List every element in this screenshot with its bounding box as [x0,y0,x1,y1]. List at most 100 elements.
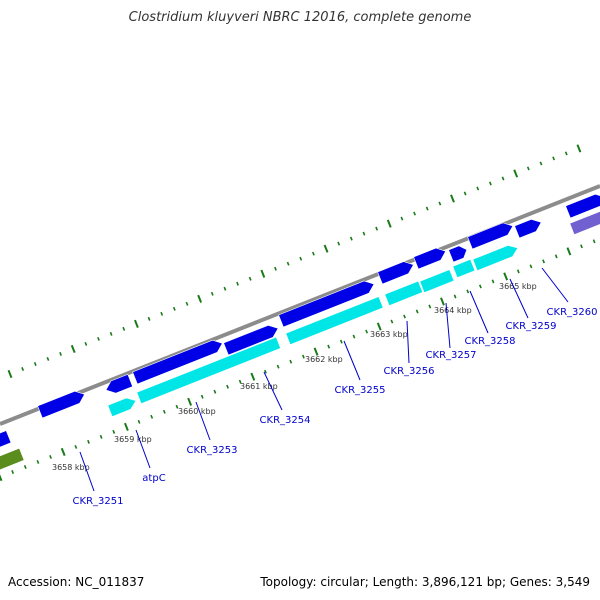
cds-gene [107,397,137,417]
kbp-label: 3663 kbp [370,330,408,339]
outer-tick [400,216,404,221]
outer-tick [488,181,492,186]
outer-tick [526,166,530,171]
forward-gene [565,193,600,219]
outer-tick [97,336,100,341]
outer-tick [7,369,13,379]
cds-gene [384,280,424,306]
kbp-label: 3665 kbp [499,282,537,291]
gene-leader-line [135,429,151,469]
forward-gene [0,430,12,448]
forward-strand-genes [0,193,600,448]
inner-tick [301,354,305,359]
outer-tick [450,194,455,203]
outer-tick [59,351,62,356]
outer-tick [476,186,480,191]
gene-leader-line [195,401,211,441]
inner-tick [23,465,27,469]
inner-tick [264,369,267,374]
kbp-scale-labels: 3658 kbp 3659 kbp 3660 kbp 3661 kbp 3662 kbp… [52,282,537,472]
inner-tick [276,364,280,369]
forward-gene [514,218,542,239]
forward-gene [278,280,375,328]
outer-tick [160,311,164,316]
inner-tick [74,444,78,449]
inner-tick [503,272,509,281]
genome-backbone [0,184,600,426]
outer-tick [386,219,392,228]
gene-leader-line [79,451,95,492]
gene-leader-line [406,320,410,364]
outer-tick [172,306,176,311]
gene-label: CKR_3256 [384,366,435,377]
outer-tick [438,201,442,206]
outer-tick-marks [7,144,582,379]
gene-label: CKR_3257 [426,350,477,361]
inner-tick [516,269,520,274]
kbp-label: 3661 kbp [240,382,278,391]
kbp-label: 3664 kbp [434,306,472,315]
outer-tick [564,151,568,156]
gene-leader-line [343,340,361,381]
outer-tick [349,236,353,241]
cds-gene [452,259,476,278]
inner-tick [365,329,369,334]
inner-tick [213,389,217,394]
forward-gene [413,247,447,270]
forward-gene [132,339,223,385]
outer-tick [147,316,151,321]
outer-tick [122,326,126,331]
inner-tick [478,284,482,289]
outer-tick [299,256,303,261]
cds-gene [285,296,384,345]
outer-tick [539,161,543,166]
gene-leader-line [509,278,529,319]
inner-tick [313,347,319,356]
inner-tick [99,434,103,439]
outer-tick [70,344,76,354]
outer-tick [286,261,290,266]
inner-tick [36,459,40,464]
inner-tick [453,294,457,299]
gene-label: CKR_3251 [73,496,124,507]
forward-gene [223,324,279,356]
cds-track-genes [107,245,519,417]
inner-tick-marks [0,239,596,482]
kbp-label: 3660 kbp [178,407,216,416]
outer-tick [323,244,329,253]
inner-tick [250,372,256,381]
inner-tick [226,384,229,389]
other-genes [0,211,600,471]
inner-tick [415,309,419,314]
map-title: Clostridium kluyveri NBRC 12016, complet… [128,10,472,25]
outer-tick [513,169,519,178]
gene-labels: CKR_3251 atpC CKR_3253 CKR_3254 CKR_3255 CKR_… [73,267,597,507]
inner-tick [327,344,331,349]
inner-tick [124,422,129,431]
cds-gene [472,245,519,271]
inner-tick [200,394,204,399]
inner-tick [175,404,179,409]
inner-tick [87,439,90,444]
inner-tick [0,474,3,482]
purple-gene [569,211,600,235]
forward-gene [467,222,514,250]
outer-tick [84,341,88,346]
kbp-label: 3662 kbp [305,355,343,364]
inner-tick [403,314,406,319]
inner-tick [466,289,470,294]
outer-tick [185,301,189,306]
gene-leader-line [541,267,569,303]
outer-tick [375,226,379,231]
gene-label: CKR_3253 [187,445,238,456]
outer-tick [46,356,50,361]
forward-gene [37,390,86,419]
cds-gene [419,269,455,293]
gene-label: CKR_3258 [465,336,516,347]
inner-tick [339,339,343,344]
inner-tick [491,279,495,284]
inner-tick [60,447,66,457]
inner-tick [150,414,154,419]
gene-label: CKR_3259 [506,321,557,332]
